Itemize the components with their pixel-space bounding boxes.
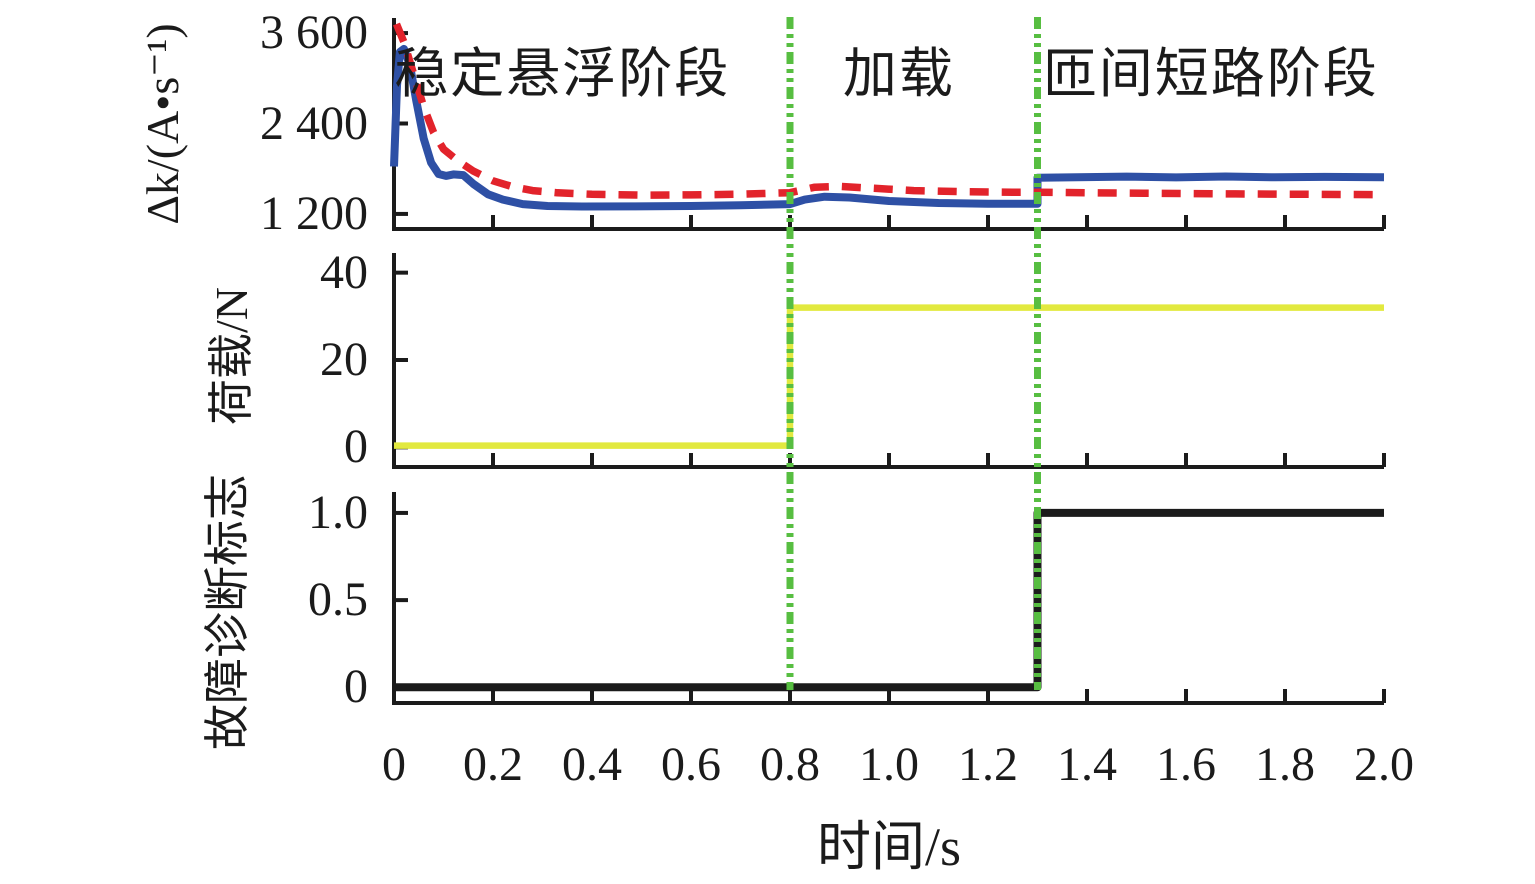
y-tick-label: 20 [320,333,368,386]
y-axis-label-load: 荷载/N [206,287,257,425]
stage-annotation: 稳定悬浮阶段 [394,43,731,104]
y-tick-label: 0 [344,660,368,714]
y-axis-label-delta-k: Δk/(A•s⁻¹) [137,23,188,225]
x-tick-label: 1.8 [1255,738,1315,791]
x-tick-label: 0 [382,738,406,791]
x-tick-label: 0.4 [562,738,622,791]
y-tick-label: 1 200 [260,186,368,240]
y-tick-label: 1.0 [308,485,368,539]
x-tick-label: 1.4 [1057,738,1117,791]
x-tick-label: 1.6 [1156,738,1216,791]
stage-annotation: 匝间短路阶段 [1042,43,1379,104]
series-line-red-dashed [393,22,1385,199]
series-line-black-step [394,508,1384,692]
series-line-yellow-step [394,304,1384,449]
x-tick-label: 0.2 [463,738,523,791]
y-tick-label: 0.5 [308,573,368,627]
x-tick-label: 1.2 [958,738,1018,791]
series-line-blue-solid [390,44,1385,211]
y-tick-label: 2 400 [260,96,368,150]
x-tick-label: 2.0 [1354,738,1414,791]
y-tick-label: 40 [320,245,368,299]
y-tick-label: 3 600 [260,6,368,60]
stage-annotation: 加载 [842,43,955,104]
y-tick-label: 0 [344,420,368,474]
x-tick-label: 0.8 [760,738,820,791]
y-axis-label-fault-flag: 故障诊断标志 [202,474,253,750]
x-tick-label: 0.6 [661,738,721,791]
x-tick-label: 1.0 [859,738,919,791]
x-axis-label: 时间/s [816,817,962,877]
